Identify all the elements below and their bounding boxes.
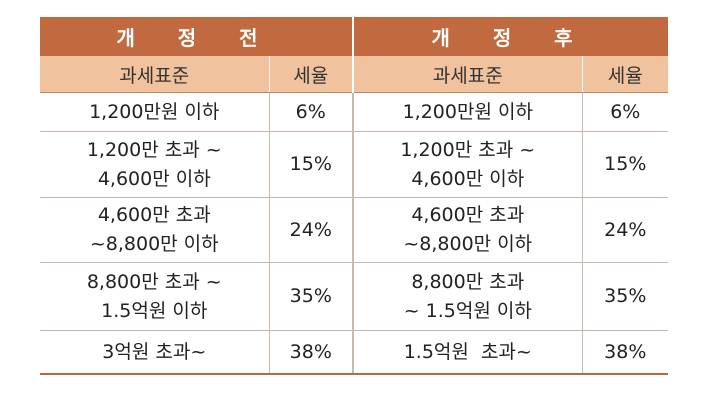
before-tax-base-cell: 4,600만 초과 ~8,800만 이하 xyxy=(40,197,270,263)
after-tax-base-cell: 1,200만 초과 ~ 4,600만 이하 xyxy=(353,131,583,198)
table-row: 3억원 초과~ 38% 1.5억원 초과~ 38% xyxy=(40,330,669,375)
after-tax-base-cell: 1,200만원 이하 xyxy=(353,92,583,132)
cell-line: 1,200만원 이하 xyxy=(89,100,220,123)
cell-line: 1,200만 초과 ~ xyxy=(400,138,536,161)
after-tax-rate-cell: 15% xyxy=(582,131,669,198)
before-tax-rate-cell: 38% xyxy=(269,330,355,375)
cell-line: 3억원 초과~ xyxy=(102,340,207,363)
cell-line: 1.5억원 이하 xyxy=(101,299,208,322)
before-tax-rate-cell: 6% xyxy=(269,92,355,132)
table-row: 1,200만 초과 ~ 4,600만 이하 15% 1,200만 초과 ~ 4,… xyxy=(40,131,669,198)
after-tax-rate-cell: 6% xyxy=(582,92,669,132)
cell-line: 4,600만 초과 xyxy=(97,204,211,226)
before-tax-base-header: 과세표준 xyxy=(40,56,270,93)
after-tax-rate-cell: 38% xyxy=(582,330,669,375)
after-revision-header: 개 정 후 xyxy=(353,17,669,56)
before-tax-base-cell: 3억원 초과~ xyxy=(40,330,270,375)
column-header-row: 과세표준 세율 과세표준 세율 xyxy=(40,56,669,93)
cell-line: ~8,800만 이하 xyxy=(89,233,219,255)
table-row: 8,800만 초과 ~ 1.5억원 이하 35% 8,800만 초과 ~ 1.5… xyxy=(40,262,669,331)
after-tax-base-cell: 4,600만 초과 ~8,800만 이하 xyxy=(353,197,583,263)
cell-line: ~ 1.5억원 이하 xyxy=(403,299,532,322)
after-tax-base-cell: 1.5억원 초과~ xyxy=(353,330,583,375)
cell-line: 8,800만 초과 ~ xyxy=(86,270,222,293)
group-header-row: 개 정 전 개 정 후 xyxy=(40,17,669,56)
after-tax-base-cell: 8,800만 초과 ~ 1.5억원 이하 xyxy=(353,262,583,331)
cell-line: 1.5억원 초과~ xyxy=(403,340,532,363)
before-tax-rate-cell: 24% xyxy=(269,197,355,263)
after-tax-rate-cell: 35% xyxy=(582,262,669,331)
before-tax-base-cell: 1,200만원 이하 xyxy=(40,92,270,132)
after-tax-rate-header: 세율 xyxy=(582,56,669,93)
before-tax-rate-cell: 15% xyxy=(269,131,355,198)
before-tax-rate-cell: 35% xyxy=(269,262,355,331)
cell-line: 4,600만 초과 xyxy=(411,204,525,226)
before-tax-rate-header: 세율 xyxy=(269,56,355,93)
cell-line: 1,200만원 이하 xyxy=(402,100,533,123)
table-row: 1,200만원 이하 6% 1,200만원 이하 6% xyxy=(40,92,669,132)
cell-line: ~8,800만 이하 xyxy=(403,233,533,255)
before-tax-base-cell: 1,200만 초과 ~ 4,600만 이하 xyxy=(40,131,270,198)
cell-line: 4,600만 이하 xyxy=(97,167,211,190)
cell-line: 8,800만 초과 xyxy=(411,270,525,293)
table-row: 4,600만 초과 ~8,800만 이하 24% 4,600만 초과 ~8,80… xyxy=(40,197,669,263)
cell-line: 4,600만 이하 xyxy=(411,167,525,190)
after-tax-base-header: 과세표준 xyxy=(353,56,583,93)
after-tax-rate-cell: 24% xyxy=(582,197,669,263)
cell-line: 1,200만 초과 ~ xyxy=(86,138,222,161)
before-revision-header: 개 정 전 xyxy=(40,17,355,56)
before-tax-base-cell: 8,800만 초과 ~ 1.5억원 이하 xyxy=(40,262,270,331)
tax-rate-table: 개 정 전 개 정 후 과세표준 세율 과세표준 세율 1,200만원 이하 6… xyxy=(40,17,669,375)
tax-rate-comparison: 개 정 전 개 정 후 과세표준 세율 과세표준 세율 1,200만원 이하 6… xyxy=(40,17,669,375)
